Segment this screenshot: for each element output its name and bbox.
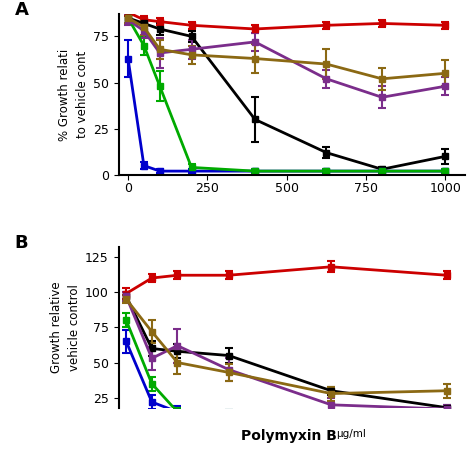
Text: Polymyxin B: Polymyxin B	[241, 429, 337, 443]
Text: B: B	[15, 234, 28, 252]
Y-axis label: % Growth relati
to vehicle cont: % Growth relati to vehicle cont	[58, 48, 89, 141]
Text: μg/ml: μg/ml	[337, 429, 366, 439]
Text: A: A	[15, 1, 28, 19]
Y-axis label: Growth relative
vehicle control: Growth relative vehicle control	[50, 282, 81, 373]
